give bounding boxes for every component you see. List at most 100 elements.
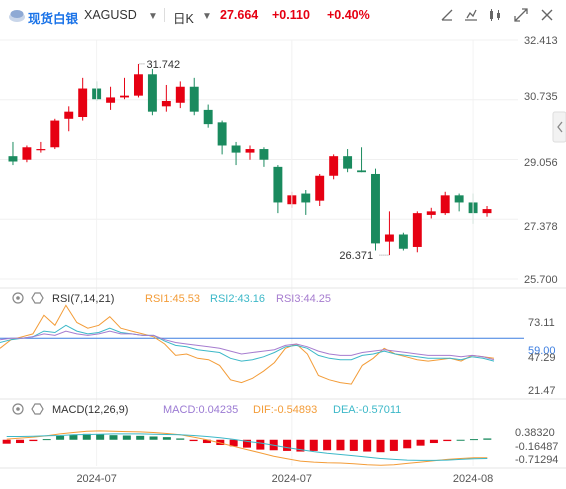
price-axis: 32.413 30.735 29.056 27.378 25.700 — [524, 35, 558, 286]
x-tick-label: 2024-07 — [76, 473, 116, 485]
macd-bar — [2, 439, 11, 444]
macd-bar — [416, 439, 425, 446]
rsi2-legend: RSI2:43.16 — [210, 293, 265, 305]
candle-body — [22, 147, 32, 160]
rsi1-legend: RSI1:45.53 — [145, 293, 200, 305]
period-selector[interactable]: 日K — [173, 12, 194, 26]
dif-legend: DIF:-0.54893 — [253, 404, 317, 416]
header-bar: 现货白银 XAGUSD ▼ 日K ▼ 27.664 +0.110 +0.40% — [0, 0, 566, 30]
low-annotation: 26.371 — [339, 250, 373, 262]
x-axis: 2024-07 2024-07 2024-08 — [76, 473, 493, 485]
candle-body — [245, 149, 255, 153]
close-icon[interactable] — [540, 8, 554, 22]
macd-bar — [162, 437, 171, 440]
y-tick: 0.38320 — [515, 427, 555, 439]
candle-body — [482, 209, 492, 214]
candle-body — [357, 170, 367, 173]
y-tick: 30.735 — [524, 91, 558, 103]
rsi-hline-label: 59.00 — [528, 345, 556, 357]
macd-bar — [443, 439, 452, 442]
macd-bar — [69, 434, 78, 440]
candle-body — [398, 234, 408, 249]
settings-icon[interactable] — [31, 292, 44, 304]
draw-icon[interactable] — [440, 8, 454, 22]
indicator-settings-icon[interactable] — [464, 8, 478, 22]
macd-bar — [483, 438, 492, 440]
macd-bar — [189, 439, 198, 442]
candle-body — [64, 111, 74, 119]
eye-icon[interactable] — [12, 403, 24, 415]
candle-body — [50, 120, 60, 148]
macd-bar — [429, 439, 438, 444]
rsi-panel — [0, 304, 524, 385]
macd-bar — [136, 435, 145, 440]
macd-bar — [109, 435, 118, 440]
candle-body — [343, 156, 353, 169]
macd-bar — [56, 435, 65, 440]
candle-body — [203, 109, 213, 125]
divider — [164, 8, 165, 22]
period-chevron-icon[interactable]: ▼ — [202, 11, 212, 22]
candle-body — [454, 195, 464, 203]
y-tick: 32.413 — [524, 35, 558, 47]
candle-body — [412, 213, 422, 247]
y-tick: 73.11 — [528, 317, 555, 329]
x-tick-label: 2024-07 — [272, 473, 312, 485]
candle-body — [384, 234, 394, 242]
y-tick: 25.700 — [524, 274, 558, 286]
candle-body — [133, 74, 143, 96]
sidebar-handle[interactable] — [552, 111, 566, 143]
macd-bar — [296, 439, 305, 452]
settings-icon[interactable] — [31, 403, 44, 415]
macd-bar — [376, 439, 385, 453]
price-change-pct: +0.40% — [327, 8, 370, 22]
candle-body — [259, 149, 269, 160]
candle-body — [426, 211, 436, 215]
high-annotation: 31.742 — [146, 59, 180, 71]
macd-bar — [96, 434, 105, 440]
macd-bar — [469, 439, 478, 441]
dropdown-chevron-icon[interactable]: ▼ — [148, 11, 158, 22]
macd-bar — [16, 439, 25, 444]
symbol[interactable]: XAGUSD — [84, 8, 137, 22]
macd-bar — [82, 433, 91, 440]
instrument-name[interactable]: 现货白银 — [28, 12, 79, 26]
macd-bar — [149, 436, 158, 440]
rsi-series-line — [0, 330, 495, 361]
candle-body — [8, 156, 18, 162]
macd-panel — [2, 430, 492, 466]
dif-line — [6, 430, 488, 466]
candle-body — [78, 88, 88, 118]
macd-bar — [29, 439, 38, 442]
macd-bar — [283, 439, 292, 451]
macd-bar — [389, 439, 398, 451]
price-panel — [0, 39, 518, 466]
collapse-chevron-icon[interactable] — [557, 121, 563, 133]
eye-icon-pupil — [16, 296, 20, 300]
candle-body — [161, 100, 171, 107]
y-tick: -0.71294 — [515, 454, 558, 466]
x-tick-label: 2024-08 — [453, 473, 493, 485]
y-tick: 21.47 — [528, 385, 556, 397]
macd-bar — [176, 438, 185, 440]
candle-body — [36, 149, 46, 151]
eye-icon[interactable] — [12, 292, 24, 304]
eye-icon-pupil — [16, 407, 20, 411]
rsi3-legend: RSI3:44.25 — [276, 293, 331, 305]
candle-body — [189, 86, 199, 112]
macd-bar — [202, 439, 211, 444]
macd-bar — [122, 435, 131, 440]
y-tick: 27.378 — [524, 221, 558, 233]
macd-bar — [349, 439, 358, 451]
candle-body — [175, 86, 185, 103]
expand-icon[interactable] — [514, 8, 528, 22]
macd-bar — [242, 439, 252, 448]
y-tick: 47.29 — [528, 352, 556, 364]
candle-body — [120, 95, 129, 98]
macd-bar — [336, 439, 345, 451]
candle-style-icon[interactable] — [488, 8, 502, 22]
dea-legend: DEA:-0.57011 — [333, 404, 401, 416]
candle-body — [329, 156, 339, 176]
